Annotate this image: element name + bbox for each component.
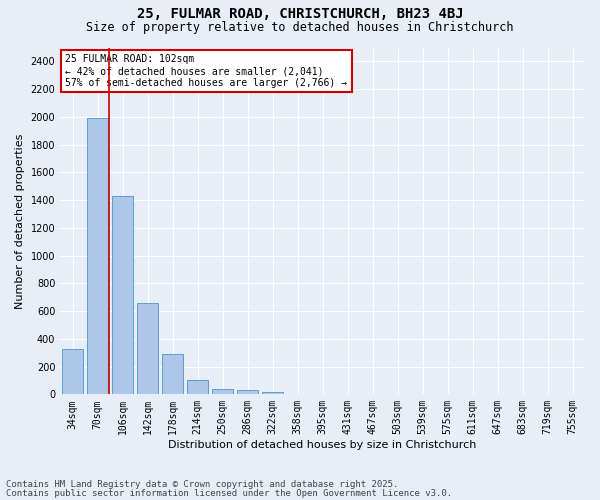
Bar bbox=[237, 390, 258, 394]
Bar bbox=[212, 388, 233, 394]
Text: Size of property relative to detached houses in Christchurch: Size of property relative to detached ho… bbox=[86, 21, 514, 34]
Bar bbox=[162, 354, 183, 395]
Bar bbox=[137, 303, 158, 394]
Text: 25, FULMAR ROAD, CHRISTCHURCH, BH23 4BJ: 25, FULMAR ROAD, CHRISTCHURCH, BH23 4BJ bbox=[137, 8, 463, 22]
Bar bbox=[62, 349, 83, 395]
Text: Contains public sector information licensed under the Open Government Licence v3: Contains public sector information licen… bbox=[6, 488, 452, 498]
X-axis label: Distribution of detached houses by size in Christchurch: Distribution of detached houses by size … bbox=[169, 440, 477, 450]
Bar bbox=[187, 380, 208, 394]
Bar bbox=[262, 392, 283, 394]
Bar bbox=[112, 196, 133, 394]
Text: Contains HM Land Registry data © Crown copyright and database right 2025.: Contains HM Land Registry data © Crown c… bbox=[6, 480, 398, 489]
Bar bbox=[87, 118, 108, 394]
Text: 25 FULMAR ROAD: 102sqm
← 42% of detached houses are smaller (2,041)
57% of semi-: 25 FULMAR ROAD: 102sqm ← 42% of detached… bbox=[65, 54, 347, 88]
Y-axis label: Number of detached properties: Number of detached properties bbox=[15, 133, 25, 308]
